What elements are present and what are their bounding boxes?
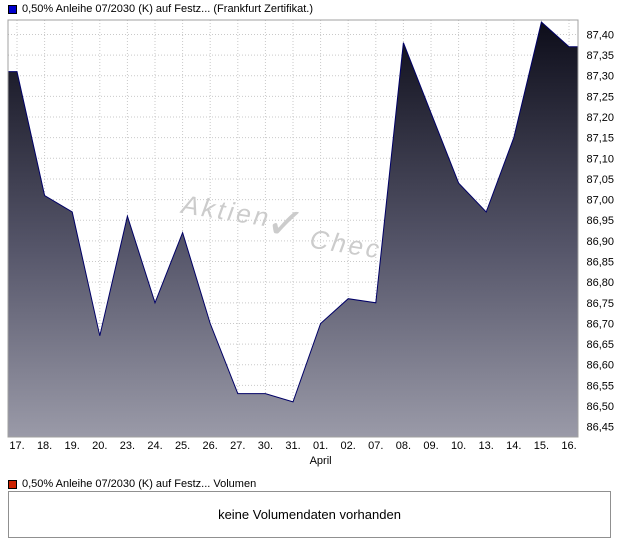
volume-series-marker-icon [8, 479, 17, 489]
y-tick-label: 86,55 [586, 380, 614, 392]
price-series-marker-icon [8, 4, 17, 14]
volume-series-legend: 0,50% Anleihe 07/2030 (K) auf Festz... V… [8, 478, 256, 490]
y-tick-label: 87,35 [586, 50, 614, 62]
aktiencheck-watermark: Aktien✓ Check [178, 189, 400, 267]
volume-panel: keine Volumendaten vorhanden [8, 491, 611, 538]
x-axis-labels: 17. 18. 19. 20. 23. 24. 25. 26. 27. 30. 31. 01. 02. 0… [9, 440, 576, 467]
y-tick-label: 87,00 [586, 195, 614, 207]
y-axis-labels: 87,40 87,35 87,30 87,25 87,20 87,15 87,10 87,05… [586, 29, 614, 433]
x-tick-label: 23. [120, 440, 135, 452]
y-tick-label: 86,75 [586, 298, 614, 310]
x-tick-label: 18. [37, 440, 52, 452]
y-tick-label: 87,30 [586, 71, 614, 83]
x-tick-label: 26. [203, 440, 218, 452]
x-tick-label: 02. [341, 440, 356, 452]
price-series-label: 0,50% Anleihe 07/2030 (K) auf Festz... (… [22, 3, 314, 15]
y-tick-label: 86,65 [586, 339, 614, 351]
x-tick-label: 31. [285, 440, 300, 452]
y-tick-label: 87,15 [586, 133, 614, 145]
y-tick-label: 87,05 [586, 174, 614, 186]
y-tick-label: 86,80 [586, 277, 614, 289]
volume-message: keine Volumendaten vorhanden [218, 507, 401, 522]
y-tick-label: 87,10 [586, 153, 614, 165]
x-tick-label: 30. [258, 440, 273, 452]
price-line-series [7, 21, 578, 403]
check-icon: ✓ [262, 195, 308, 252]
y-tick-label: 87,25 [586, 91, 614, 103]
y-tick-label: 87,20 [586, 112, 614, 124]
y-tick-label: 86,60 [586, 360, 614, 372]
x-tick-label: 10. [451, 440, 466, 452]
plot-border [7, 19, 579, 438]
y-tick-label: 86,70 [586, 318, 614, 330]
x-tick-label: 24. [147, 440, 162, 452]
y-tick-label: 86,85 [586, 257, 614, 269]
x-tick-label: 07. [368, 440, 383, 452]
x-tick-label: 14. [506, 440, 521, 452]
x-tick-label: 27. [230, 440, 245, 452]
price-chart: 87,40 87,35 87,30 87,25 87,20 87,15 87,10 87,05… [7, 19, 614, 467]
y-tick-label: 86,50 [586, 401, 614, 413]
y-tick-label: 86,95 [586, 215, 614, 227]
x-tick-label: 19. [65, 440, 80, 452]
x-tick-label: 25. [175, 440, 190, 452]
price-area-series [8, 22, 578, 437]
y-tick-label: 86,45 [586, 422, 614, 434]
price-series-legend: 0,50% Anleihe 07/2030 (K) auf Festz... (… [8, 3, 313, 15]
x-tick-label: 09. [423, 440, 438, 452]
volume-series-label: 0,50% Anleihe 07/2030 (K) auf Festz... V… [22, 478, 257, 490]
y-tick-label: 87,40 [586, 29, 614, 41]
x-tick-label: 01. [313, 440, 328, 452]
x-tick-label: 13. [479, 440, 494, 452]
x-tick-label: 15. [534, 440, 549, 452]
svg-text:Aktien: Aktien [178, 189, 274, 233]
x-tick-label: 20. [92, 440, 107, 452]
x-tick-label: 08. [396, 440, 411, 452]
y-tick-label: 86,90 [586, 236, 614, 248]
x-tick-label: 17. [9, 440, 24, 452]
x-axis-month-label: April [310, 455, 332, 467]
x-tick-label: 16. [561, 440, 576, 452]
